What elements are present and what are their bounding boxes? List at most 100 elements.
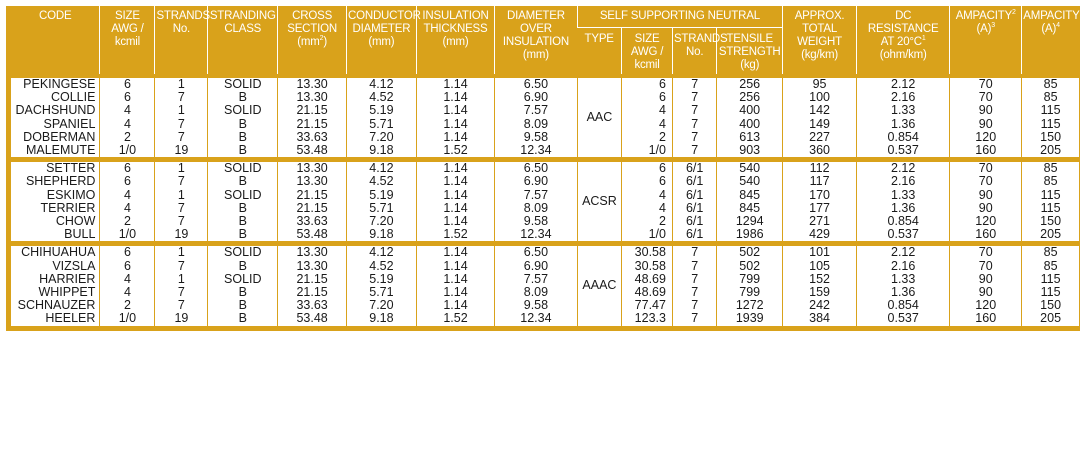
cell-dc-resistance: 0.854 (856, 130, 950, 145)
cell-insulation-thickness: 1.52 (415, 228, 495, 244)
cell-cross-section: 13.30 (277, 259, 347, 273)
cell-code: SPANIEL (43, 116, 96, 131)
cell-stranding-class: B (207, 175, 278, 189)
cell-diameter-over-insulation: 6.50 (494, 241, 578, 260)
cell-insulation-thickness: 1.14 (415, 299, 495, 313)
cell-dc-resistance: 0.537 (856, 228, 950, 244)
cell-strands: 1 (154, 272, 208, 287)
cell-dc-resistance: 1.36 (856, 201, 950, 216)
cell-ampacity-1: 90 (949, 117, 1022, 131)
cell-neutral-tensile: 540 (716, 157, 783, 176)
table-row: HEELER 1/0 19 B 53.48 9.18 1.52 12.34 123.3 7 1939… (11, 312, 1079, 326)
header-cross-section: CROSS SECTION (mm2) (277, 6, 347, 76)
cell-approx-weight: 105 (782, 259, 857, 273)
cell-approx-weight: 227 (782, 130, 857, 145)
cell-stranding-class: SOLID (207, 272, 278, 287)
cell-code: SCHNAUZER (17, 298, 96, 313)
table-body: PEKINGESE 6 1 SOLID 13.30 4.12 1.14 6.50 AAC 6 7 25… (11, 73, 1079, 326)
cell-size: 2 (99, 299, 155, 313)
cell-neutral-tensile: 256 (716, 73, 783, 92)
cell-dc-resistance: 1.33 (856, 188, 950, 202)
cell-ampacity-1: 70 (949, 175, 1022, 189)
cell-neutral-size: 6 (621, 73, 673, 92)
header-insulation-thickness: INSULATION THICKNESS (mm) (415, 6, 495, 76)
cell-conductor-diameter: 9.18 (346, 228, 417, 244)
cell-neutral-strands: 7 (671, 104, 717, 118)
cell-approx-weight: 242 (782, 299, 857, 313)
cell-dc-resistance: 0.537 (856, 312, 950, 326)
cell-size: 1/0 (99, 144, 155, 160)
cell-approx-weight: 384 (782, 312, 857, 326)
cell-diameter-over-insulation: 9.58 (494, 214, 578, 229)
cell-neutral-tensile: 400 (716, 117, 783, 131)
cell-cross-section: 21.15 (277, 285, 347, 300)
cell-cross-section: 21.15 (277, 201, 347, 216)
cell-strands: 7 (154, 117, 208, 131)
cell-size: 2 (99, 130, 155, 145)
cell-code: SETTER (11, 157, 100, 176)
cell-size: 6 (99, 157, 155, 176)
cell-strands: 7 (154, 214, 208, 229)
cell-approx-weight: 95 (782, 73, 857, 92)
cell-neutral-type: AAC (576, 74, 622, 160)
cell-stranding-class: B (207, 214, 278, 229)
cable-spec-table: CODE SIZE AWG / kcmil STRANDS No. STRANDING… (11, 6, 1080, 326)
cell-ampacity-1: 70 (949, 259, 1022, 273)
cell-size: 4 (99, 201, 155, 216)
table-row: VIZSLA 6 7 B 13.30 4.52 1.14 6.90 30.58 7 502 105 2.… (11, 259, 1079, 273)
cell-ampacity-1: 160 (949, 312, 1022, 326)
cell-insulation-thickness: 1.14 (415, 73, 495, 92)
cell-insulation-thickness: 1.14 (415, 214, 495, 229)
cell-ampacity-2: 85 (1021, 91, 1079, 105)
cell-approx-weight: 159 (782, 285, 857, 300)
cell-insulation-thickness: 1.14 (415, 175, 495, 189)
cell-dc-resistance: 2.12 (856, 241, 950, 260)
cell-insulation-thickness: 1.14 (415, 130, 495, 145)
cell-neutral-strands: 7 (671, 130, 717, 145)
cell-ampacity-1: 120 (949, 299, 1022, 313)
cell-conductor-diameter: 5.71 (346, 117, 417, 131)
cell-cross-section: 13.30 (277, 241, 347, 260)
cell-strands: 19 (154, 312, 208, 326)
cell-conductor-diameter: 5.19 (346, 104, 417, 118)
table-row: CHOW 2 7 B 33.63 7.20 1.14 9.58 2 6/1 1294 271 0.854… (11, 214, 1079, 229)
cell-conductor-diameter: 4.52 (346, 175, 417, 189)
cell-strands: 1 (154, 73, 208, 92)
cell-diameter-over-insulation: 7.57 (494, 188, 578, 202)
cell-dc-resistance: 1.33 (856, 104, 950, 118)
table-row: WHIPPET 4 7 B 21.15 5.71 1.14 8.09 48.69 7 799 159 1… (11, 285, 1079, 300)
cell-neutral-size: 30.58 (621, 241, 673, 260)
cell-approx-weight: 170 (782, 188, 857, 202)
cell-stranding-class: B (207, 117, 278, 131)
cell-cross-section: 33.63 (277, 299, 347, 313)
cell-neutral-strands: 7 (671, 299, 717, 313)
cell-conductor-diameter: 4.12 (346, 157, 417, 176)
cell-neutral-strands: 7 (671, 91, 717, 105)
cell-approx-weight: 112 (782, 157, 857, 176)
cell-stranding-class: B (207, 228, 278, 244)
cell-neutral-tensile: 1272 (716, 299, 783, 313)
cell-dc-resistance: 2.16 (856, 91, 950, 105)
cell-approx-weight: 360 (782, 144, 857, 160)
cell-ampacity-1: 160 (949, 144, 1022, 160)
cell-size: 4 (99, 117, 155, 131)
cell-ampacity-2: 115 (1021, 104, 1079, 118)
cell-strands: 7 (154, 259, 208, 273)
cell-neutral-strands: 6/1 (671, 188, 717, 202)
cell-code: DOBERMAN (23, 129, 96, 144)
cell-strands: 19 (154, 228, 208, 244)
cell-ampacity-2: 85 (1021, 73, 1079, 92)
cell-ampacity-2: 205 (1021, 144, 1079, 160)
cell-stranding-class: SOLID (207, 188, 278, 202)
cell-neutral-tensile: 799 (716, 272, 783, 287)
cell-code: MALEMUTE (25, 143, 96, 158)
cell-stranding-class: B (207, 285, 278, 300)
cell-insulation-thickness: 1.14 (415, 259, 495, 273)
cell-cross-section: 33.63 (277, 214, 347, 229)
cell-insulation-thickness: 1.14 (415, 272, 495, 287)
cell-neutral-strands: 7 (671, 259, 717, 273)
cell-conductor-diameter: 9.18 (346, 144, 417, 160)
cell-cross-section: 53.48 (277, 228, 347, 244)
cell-insulation-thickness: 1.14 (415, 104, 495, 118)
header-neutral-type: TYPE (577, 27, 622, 76)
